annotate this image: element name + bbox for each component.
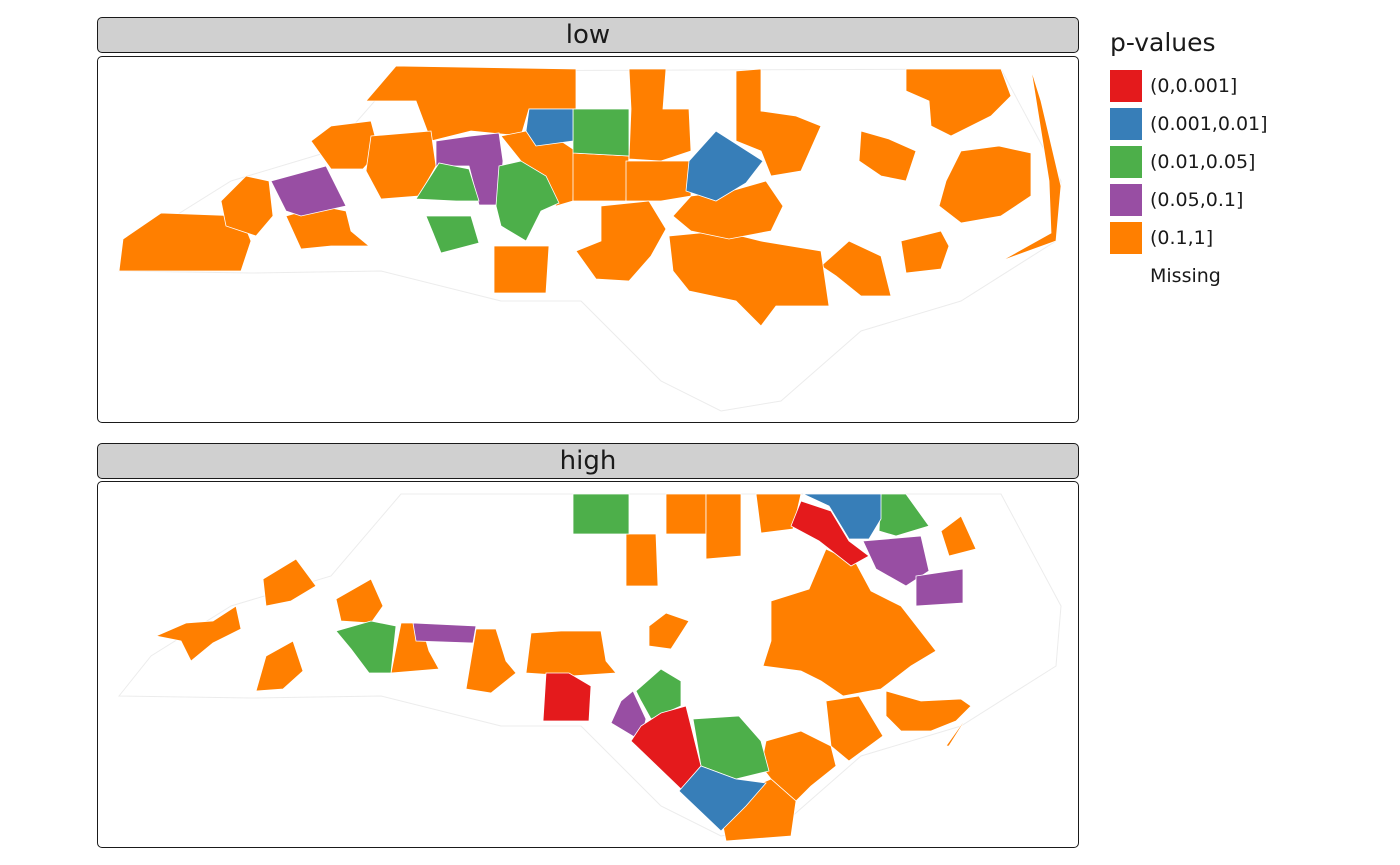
legend-key — [1110, 184, 1142, 216]
legend-key — [1110, 108, 1142, 140]
legend-label: Missing — [1150, 265, 1221, 287]
county-region — [542, 672, 592, 722]
county-region — [790, 500, 870, 567]
facet-strip-high: high — [97, 443, 1079, 479]
county-region — [685, 130, 764, 202]
legend-item: Missing — [1110, 257, 1268, 295]
county-region — [755, 493, 802, 534]
legend-item: (0.001,0.01] — [1110, 105, 1268, 143]
county-region — [572, 493, 630, 535]
county-region — [625, 533, 659, 587]
facet-label-low: low — [565, 20, 611, 50]
county-region — [938, 145, 1032, 224]
map-panel-low — [97, 56, 1079, 423]
county-region — [572, 108, 630, 157]
legend-label: (0.1,1] — [1150, 227, 1214, 249]
county-region — [858, 130, 917, 182]
county-region — [678, 765, 767, 832]
county-region — [335, 578, 384, 624]
county-region — [525, 108, 574, 147]
county-region — [335, 620, 397, 674]
county-region — [1000, 68, 1062, 262]
county-region — [262, 558, 317, 607]
county-region — [900, 230, 950, 274]
county-region — [635, 668, 682, 720]
county-region — [575, 200, 667, 282]
legend-items: (0,0.001] (0.001,0.01] (0.01,0.05] (0.05,0.… — [1110, 67, 1268, 295]
county-region — [825, 695, 884, 762]
legend-item: (0.1,1] — [1110, 219, 1268, 257]
legend-item: (0,0.001] — [1110, 67, 1268, 105]
county-region — [628, 68, 692, 162]
county-region — [365, 65, 577, 142]
map-panel-high — [97, 481, 1079, 848]
county-region — [154, 605, 242, 662]
county-region — [415, 162, 480, 202]
legend-label: (0.01,0.05] — [1150, 151, 1256, 173]
legend-item: (0.05,0.1] — [1110, 181, 1268, 219]
county-region — [668, 230, 830, 327]
legend-key — [1110, 222, 1142, 254]
county-region — [465, 628, 517, 694]
county-region — [915, 568, 964, 607]
county-region — [220, 175, 274, 237]
legend-label: (0.001,0.01] — [1150, 113, 1268, 135]
county-region — [705, 493, 742, 560]
county-region — [945, 710, 972, 747]
county-region — [495, 160, 560, 242]
map-high — [117, 493, 1062, 842]
county-region — [905, 68, 1012, 137]
county-region — [648, 612, 690, 650]
map-low — [117, 65, 1062, 412]
county-region — [878, 493, 930, 537]
county-region — [735, 68, 822, 177]
county-region — [270, 165, 347, 217]
facet-strip-low: low — [97, 17, 1079, 53]
county-region — [940, 515, 977, 557]
legend: p-values (0,0.001] (0.001,0.01] (0.01,0.05… — [1110, 28, 1268, 295]
county-region — [493, 245, 550, 294]
legend-label: (0,0.001] — [1150, 75, 1238, 97]
legend-key — [1110, 146, 1142, 178]
legend-item: (0.01,0.05] — [1110, 143, 1268, 181]
county-region — [255, 640, 304, 692]
county-region — [802, 493, 882, 540]
legend-key — [1110, 260, 1142, 292]
county-region — [525, 630, 617, 677]
county-region — [885, 690, 972, 732]
county-region — [572, 152, 630, 202]
county-region — [820, 240, 892, 297]
legend-key — [1110, 70, 1142, 102]
legend-label: (0.05,0.1] — [1150, 189, 1244, 211]
legend-title: p-values — [1110, 28, 1216, 57]
county-region — [665, 493, 707, 535]
county-region — [425, 215, 480, 254]
county-region — [625, 160, 692, 202]
facet-label-high: high — [559, 446, 617, 476]
county-region — [412, 622, 477, 644]
